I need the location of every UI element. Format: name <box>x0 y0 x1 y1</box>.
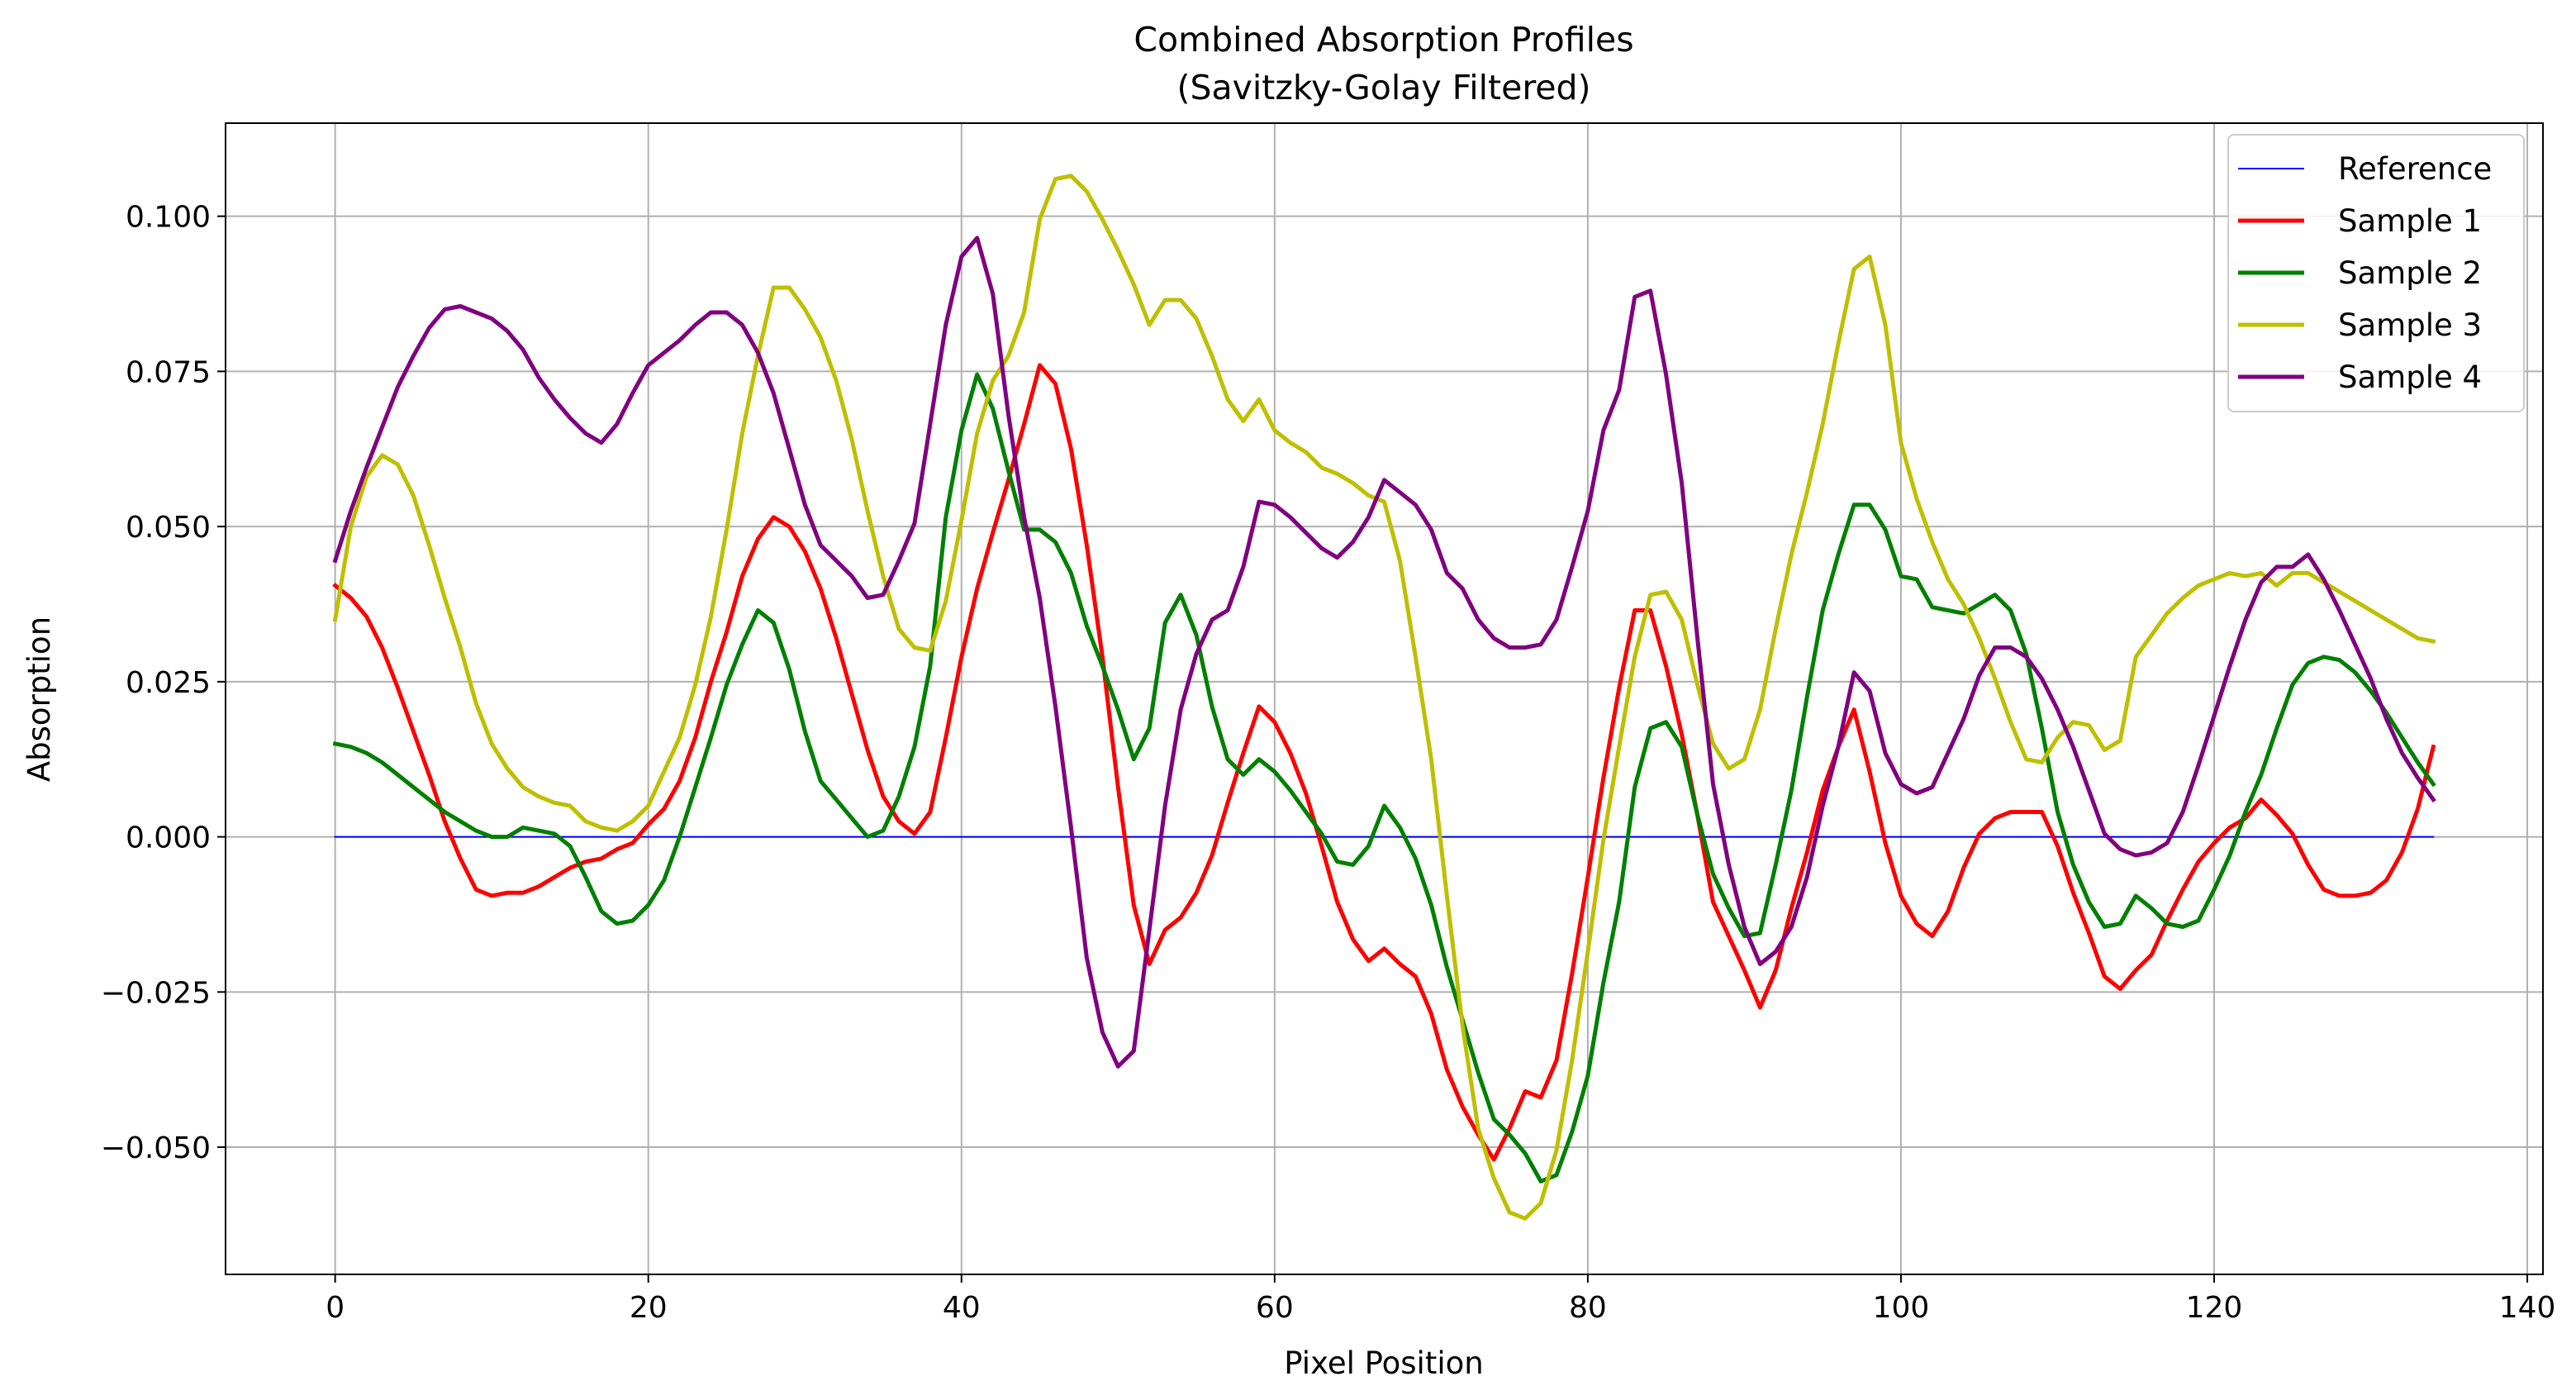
x-axis: 0 20 40 60 80 100 120 140 <box>326 1274 2555 1325</box>
legend-label-sample-3: Sample 3 <box>2338 307 2482 343</box>
legend-box <box>2227 134 2525 412</box>
x-tick-label: 140 <box>2499 1291 2556 1325</box>
plot-frame <box>225 122 2544 1275</box>
x-tick-label: 80 <box>1569 1291 1607 1325</box>
legend-label-reference: Reference <box>2338 151 2492 187</box>
y-tick-label: 0.075 <box>126 355 211 389</box>
x-tick-label: 60 <box>1256 1291 1294 1325</box>
legend-label-sample-1: Sample 1 <box>2338 203 2482 239</box>
y-tick-label: 0.025 <box>126 666 211 700</box>
x-axis-label: Pixel Position <box>1284 1345 1483 1381</box>
chart-title-line-2: (Savitzky-Golay Filtered) <box>1176 68 1590 107</box>
legend-label-sample-4: Sample 4 <box>2338 360 2482 395</box>
series-line-sample-2 <box>332 372 2436 1183</box>
series-lines <box>332 174 2436 1221</box>
y-tick-label: 0.100 <box>126 201 211 235</box>
chart-title-line-1: Combined Absorption Profiles <box>1134 20 1633 60</box>
y-tick-label: −0.025 <box>101 976 211 1010</box>
y-axis: −0.050 −0.025 0.000 0.025 0.050 0.075 0.100 <box>101 201 226 1165</box>
legend-label-sample-2: Sample 2 <box>2338 255 2482 291</box>
x-tick-label: 40 <box>943 1291 981 1325</box>
legend: Reference Sample 1 Sample 2 Sample 3 Sample … <box>2227 134 2525 412</box>
y-tick-label: −0.050 <box>101 1131 211 1165</box>
series-line-sample-3 <box>332 174 2436 1221</box>
y-tick-label: 0.050 <box>126 511 211 545</box>
x-tick-label: 100 <box>1873 1291 1930 1325</box>
series-line-sample-4 <box>332 236 2436 1069</box>
y-axis-label: Absorption <box>21 617 57 782</box>
y-tick-label: 0.000 <box>126 821 211 855</box>
x-tick-label: 20 <box>630 1291 668 1325</box>
series-line-sample-1 <box>332 363 2436 1162</box>
x-tick-label: 120 <box>2186 1291 2243 1325</box>
x-tick-label: 0 <box>326 1291 345 1325</box>
